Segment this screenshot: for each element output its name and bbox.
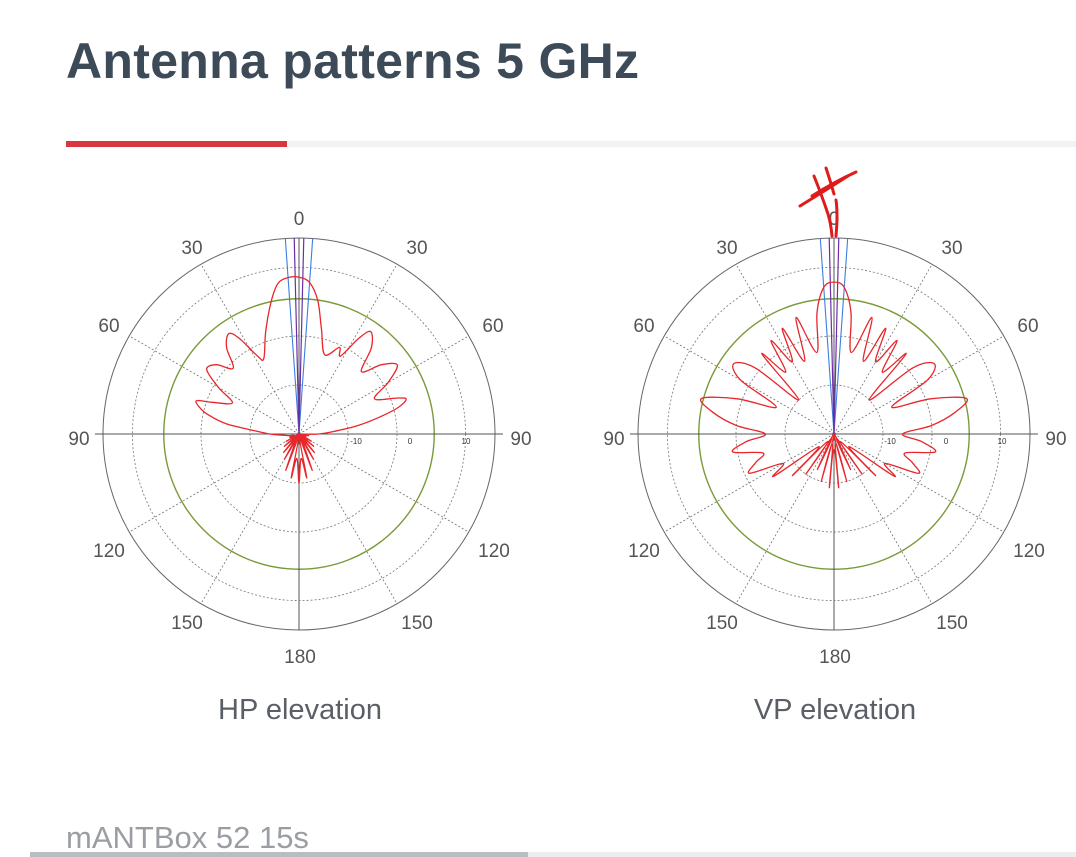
- angle-label: 60: [633, 316, 654, 337]
- beam-center-line: [828, 238, 835, 435]
- angle-label: 120: [478, 541, 510, 562]
- angle-label: 30: [941, 238, 962, 259]
- polar-chart-vp: 0 30 60 90 120 150 180 150 120 90 60 30 -10 0 10: [603, 209, 1066, 668]
- beam-center-line: [833, 238, 840, 435]
- annotation-stroke: [834, 198, 839, 238]
- angle-label: 90: [510, 429, 531, 450]
- grid-spoke: [833, 433, 1004, 533]
- beam-edge-line: [819, 238, 835, 435]
- angle-label: 30: [406, 238, 427, 259]
- grid-spoke: [735, 264, 835, 435]
- angle-label: 30: [181, 238, 202, 259]
- grid-spoke: [200, 433, 300, 604]
- grid-spoke: [664, 335, 835, 435]
- radial-tick-label: 0: [944, 437, 949, 446]
- beam-edge-line: [284, 238, 300, 435]
- grid-spoke: [298, 433, 469, 533]
- beam-edge-line: [298, 238, 314, 435]
- grid-spoke: [833, 335, 1004, 435]
- annotation-stroke: [824, 166, 836, 196]
- beam-center-line: [293, 238, 300, 435]
- angle-label: 30: [716, 238, 737, 259]
- handwritten-annotation: [798, 166, 858, 238]
- beam-edge-line: [833, 238, 849, 435]
- angle-label: 150: [706, 613, 738, 634]
- angle-label: 150: [171, 613, 203, 634]
- radial-tick-label: 10: [462, 437, 471, 446]
- grid-spoke: [298, 335, 469, 435]
- grid-spoke: [129, 335, 300, 435]
- chart-caption-hp: HP elevation: [218, 694, 382, 726]
- angle-label: 120: [628, 541, 660, 562]
- angle-label: 0: [294, 209, 305, 230]
- radiation-pattern-trace: [699, 281, 969, 489]
- angle-label: 60: [1017, 316, 1038, 337]
- angle-label: 120: [93, 541, 125, 562]
- grid-spoke: [735, 433, 835, 604]
- angle-label: 180: [284, 647, 316, 668]
- grid-spoke: [833, 264, 933, 435]
- radial-tick-label: 10: [998, 437, 1007, 446]
- grid-spoke: [664, 433, 835, 533]
- beam-center-line: [298, 238, 305, 435]
- angle-label: 90: [1045, 429, 1066, 450]
- grid-spoke: [298, 433, 398, 604]
- angle-label: 180: [819, 647, 851, 668]
- title-underline-accent: [66, 141, 287, 147]
- footer-progress-bar: [30, 852, 528, 857]
- page-title: Antenna patterns 5 GHz: [66, 33, 640, 89]
- angle-label: 150: [401, 613, 433, 634]
- grid-spoke: [833, 433, 933, 604]
- annotation-stroke: [810, 170, 858, 198]
- radial-tick-label: -10: [884, 437, 896, 446]
- angle-label: 60: [98, 316, 119, 337]
- angle-label: 60: [482, 316, 503, 337]
- angle-label: 0: [829, 209, 840, 230]
- angle-label: 90: [603, 429, 624, 450]
- footer-product-name: mANTBox 52 15s: [66, 820, 309, 855]
- radial-tick-label: 0: [408, 437, 413, 446]
- radiation-pattern-trace: [195, 276, 407, 484]
- footer-bar-track: [528, 852, 1076, 857]
- chart-caption-vp: VP elevation: [753, 694, 917, 726]
- radial-tick-label: -10: [350, 437, 362, 446]
- annotation-stroke: [812, 174, 834, 238]
- angle-label: 150: [936, 613, 968, 634]
- title-underline: [66, 141, 1076, 147]
- grid-spoke: [129, 433, 300, 533]
- angle-label: 90: [68, 429, 89, 450]
- angle-label: 120: [1013, 541, 1045, 562]
